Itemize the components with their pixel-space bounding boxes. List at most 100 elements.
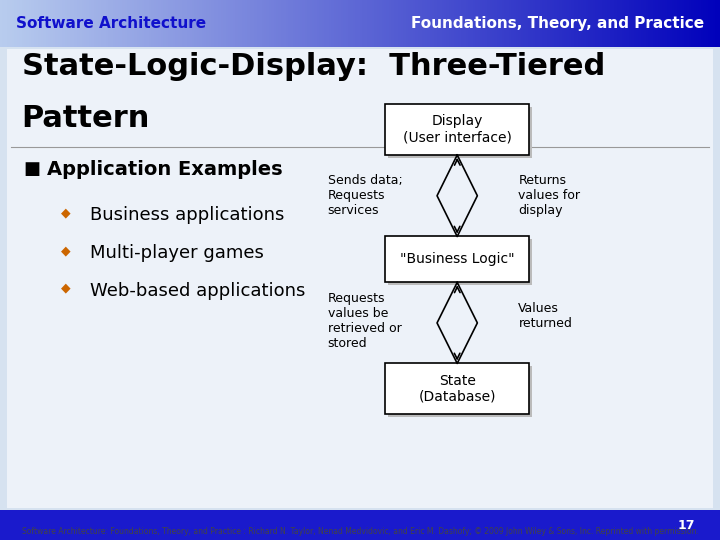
Bar bbox=[665, 0, 667, 47]
Bar bbox=[413, 0, 415, 47]
Bar bbox=[139, 0, 142, 47]
Text: 17: 17 bbox=[678, 518, 695, 532]
Bar bbox=[72, 0, 74, 47]
Bar bbox=[470, 0, 473, 47]
Bar bbox=[125, 0, 127, 47]
Bar bbox=[132, 0, 135, 47]
Text: Display
(User interface): Display (User interface) bbox=[402, 114, 512, 145]
Bar bbox=[274, 0, 276, 47]
Bar bbox=[693, 0, 696, 47]
Bar bbox=[189, 0, 192, 47]
Bar bbox=[166, 0, 168, 47]
Bar bbox=[108, 0, 110, 47]
Bar bbox=[526, 0, 528, 47]
FancyBboxPatch shape bbox=[388, 106, 532, 158]
Bar bbox=[513, 0, 516, 47]
Bar bbox=[331, 0, 333, 47]
Bar bbox=[264, 0, 266, 47]
Bar bbox=[480, 0, 482, 47]
Bar bbox=[204, 0, 207, 47]
Bar bbox=[336, 0, 338, 47]
Bar bbox=[343, 0, 346, 47]
Text: State-Logic-Display:  Three-Tiered: State-Logic-Display: Three-Tiered bbox=[22, 52, 605, 82]
Bar bbox=[372, 0, 374, 47]
Bar bbox=[391, 0, 394, 47]
Bar bbox=[367, 0, 369, 47]
Bar bbox=[2, 0, 5, 47]
Bar bbox=[360, 0, 362, 47]
Bar bbox=[247, 0, 250, 47]
Bar bbox=[230, 0, 233, 47]
Bar bbox=[197, 0, 199, 47]
Bar bbox=[353, 0, 355, 47]
Bar bbox=[574, 0, 576, 47]
Bar bbox=[603, 0, 605, 47]
Bar bbox=[463, 0, 466, 47]
Bar bbox=[492, 0, 495, 47]
Bar bbox=[670, 0, 672, 47]
Bar bbox=[475, 0, 477, 47]
Text: Application Examples: Application Examples bbox=[47, 160, 282, 179]
FancyBboxPatch shape bbox=[385, 363, 529, 415]
Bar bbox=[667, 0, 670, 47]
Bar bbox=[521, 0, 523, 47]
Bar bbox=[250, 0, 252, 47]
Bar bbox=[595, 0, 598, 47]
Bar bbox=[216, 0, 218, 47]
Bar bbox=[593, 0, 595, 47]
Bar bbox=[202, 0, 204, 47]
Bar bbox=[312, 0, 315, 47]
Bar bbox=[137, 0, 139, 47]
Bar bbox=[626, 0, 629, 47]
FancyBboxPatch shape bbox=[388, 366, 532, 417]
Bar bbox=[27, 0, 29, 47]
Bar bbox=[650, 0, 653, 47]
Text: Pattern: Pattern bbox=[22, 104, 150, 133]
Bar bbox=[307, 0, 310, 47]
Bar bbox=[588, 0, 590, 47]
Bar bbox=[662, 0, 665, 47]
Bar bbox=[290, 0, 293, 47]
Text: ◆: ◆ bbox=[61, 282, 71, 295]
Bar bbox=[221, 0, 223, 47]
Bar bbox=[456, 0, 459, 47]
Bar bbox=[444, 0, 446, 47]
Bar bbox=[7, 49, 713, 508]
Bar bbox=[194, 0, 197, 47]
Bar bbox=[238, 0, 240, 47]
Bar bbox=[689, 0, 691, 47]
Bar bbox=[540, 0, 542, 47]
Bar bbox=[84, 0, 86, 47]
Bar bbox=[384, 0, 387, 47]
Bar bbox=[583, 0, 585, 47]
Bar bbox=[310, 0, 312, 47]
Bar bbox=[617, 0, 619, 47]
Bar bbox=[225, 0, 228, 47]
Bar bbox=[619, 0, 621, 47]
Bar bbox=[641, 0, 643, 47]
Bar bbox=[346, 0, 348, 47]
Bar bbox=[9, 0, 12, 47]
Bar bbox=[7, 0, 9, 47]
Bar bbox=[473, 0, 475, 47]
Bar bbox=[38, 0, 41, 47]
Bar bbox=[675, 0, 677, 47]
Bar bbox=[396, 0, 398, 47]
Bar bbox=[660, 0, 662, 47]
Bar bbox=[684, 0, 686, 47]
Bar bbox=[686, 0, 689, 47]
Bar bbox=[81, 0, 84, 47]
Bar bbox=[348, 0, 351, 47]
Bar bbox=[146, 0, 149, 47]
Bar bbox=[549, 0, 552, 47]
Bar bbox=[358, 0, 360, 47]
FancyBboxPatch shape bbox=[385, 104, 529, 156]
Bar bbox=[110, 0, 113, 47]
Bar bbox=[511, 0, 513, 47]
Bar bbox=[437, 0, 439, 47]
Bar bbox=[115, 0, 117, 47]
Bar bbox=[394, 0, 396, 47]
Text: Multi-player games: Multi-player games bbox=[90, 244, 264, 262]
Bar bbox=[271, 0, 274, 47]
Bar bbox=[218, 0, 221, 47]
